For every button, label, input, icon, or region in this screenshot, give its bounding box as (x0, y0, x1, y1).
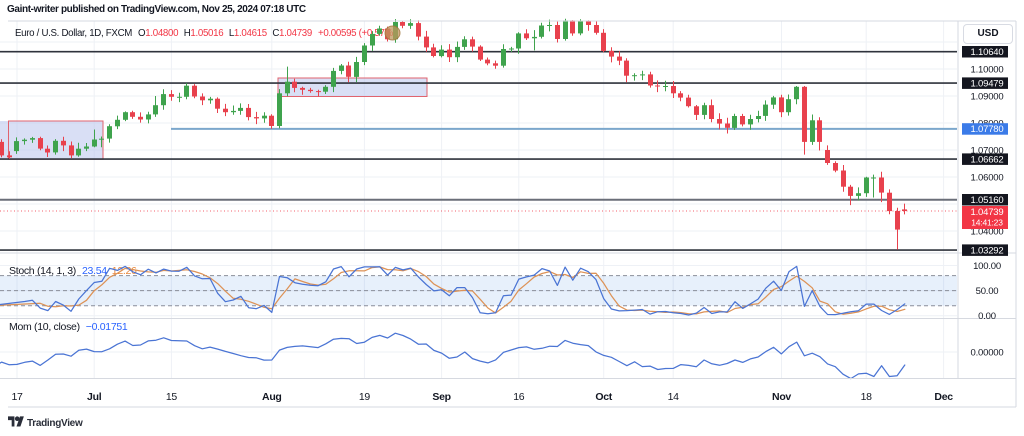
svg-text:14:41:23: 14:41:23 (971, 218, 1003, 228)
svg-text:1.10640: 1.10640 (971, 47, 1004, 58)
svg-text:1.05160: 1.05160 (971, 195, 1004, 206)
svg-text:15: 15 (166, 391, 178, 403)
svg-text:1.07780: 1.07780 (971, 124, 1004, 135)
svg-text:Jul: Jul (87, 391, 102, 403)
svg-text:1.04739: 1.04739 (971, 207, 1004, 218)
svg-text:16: 16 (513, 391, 525, 403)
svg-text:17: 17 (11, 391, 23, 403)
svg-text:100.00: 100.00 (973, 261, 1001, 272)
svg-text:18: 18 (861, 391, 873, 403)
svg-text:50.00: 50.00 (976, 286, 999, 297)
svg-text:Mom (10, close)−0.01751: Mom (10, close) −0.01751 (9, 321, 128, 333)
svg-text:1.06000: 1.06000 (971, 172, 1004, 183)
svg-text:Aug: Aug (262, 391, 282, 403)
svg-text:Oct: Oct (595, 391, 612, 403)
svg-text:1.07000: 1.07000 (971, 145, 1004, 156)
svg-text:1.09479: 1.09479 (971, 78, 1004, 89)
svg-text:1.09000: 1.09000 (971, 91, 1004, 102)
svg-text:1.10000: 1.10000 (971, 64, 1004, 75)
svg-text:1.06662: 1.06662 (971, 154, 1004, 165)
svg-text:Nov: Nov (772, 391, 791, 403)
svg-text:0.00000: 0.00000 (971, 347, 1004, 358)
svg-text:0.00: 0.00 (978, 311, 996, 322)
svg-text:1.04000: 1.04000 (971, 226, 1004, 237)
svg-text:TradingView: TradingView (27, 418, 83, 429)
svg-text:1.03292: 1.03292 (971, 245, 1004, 256)
svg-text:14: 14 (668, 391, 680, 403)
svg-text:Sep: Sep (432, 391, 450, 403)
svg-text:Dec: Dec (934, 391, 953, 403)
svg-text:19: 19 (359, 391, 371, 403)
